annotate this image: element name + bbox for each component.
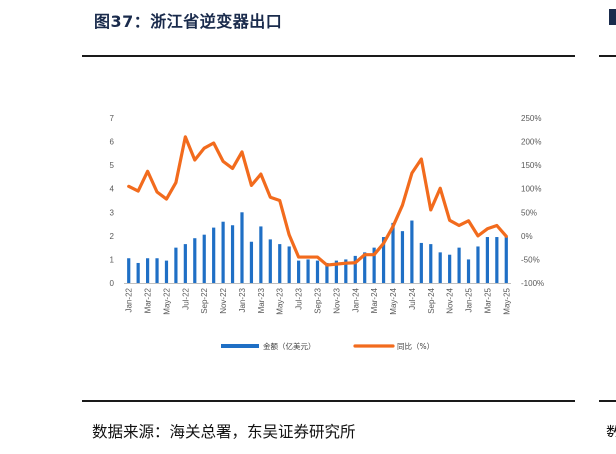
bar-Jan-25	[466, 259, 471, 283]
title-divider	[82, 55, 575, 57]
source-divider	[82, 400, 575, 402]
bar-May-25	[504, 237, 508, 283]
bar-Nov-24	[448, 254, 452, 283]
x-tick-label: Sep-22	[200, 287, 209, 313]
bar-Oct-24	[438, 252, 442, 283]
y-right-tick-label: 200%	[521, 138, 541, 147]
bar-Apr-23	[268, 239, 272, 283]
bar-Aug-22	[193, 238, 197, 283]
bar-Mar-24	[372, 247, 376, 283]
bar-May-24	[391, 222, 395, 283]
title-divider-adjacent	[599, 55, 616, 57]
bar-Dec-23	[344, 259, 348, 283]
bar-Jun-23	[287, 246, 291, 283]
figure-title: 图37：浙江省逆变器出口	[94, 12, 283, 31]
source-note: 数据来源：海关总署，东吴证券研究所	[92, 423, 356, 441]
adjacent-source-edge: 数	[606, 424, 616, 437]
y-right-tick-label: 250%	[521, 114, 541, 123]
bar-Apr-22	[155, 258, 159, 283]
bar-Jun-24	[400, 231, 405, 283]
bar-Dec-24	[457, 247, 461, 283]
y-left-tick-label: 1	[110, 255, 115, 264]
x-tick-label: Jan-23	[238, 287, 247, 312]
bar-Apr-25	[495, 237, 499, 283]
bar-Feb-25	[476, 246, 480, 283]
bar-Aug-23	[306, 259, 310, 283]
y-left-tick-label: 6	[110, 138, 115, 147]
bar-Nov-23	[334, 260, 338, 283]
x-tick-label: May-23	[276, 287, 285, 314]
bar-May-22	[164, 260, 169, 283]
x-tick-label: Jul-23	[295, 287, 304, 309]
bar-Jun-22	[174, 247, 178, 283]
bar-Jul-22	[183, 244, 187, 283]
bar-series	[127, 212, 508, 283]
x-tick-label: Mar-23	[257, 287, 266, 313]
x-tick-label: Nov-22	[219, 287, 228, 313]
bar-Jul-23	[297, 260, 301, 283]
x-tick-label: May-22	[162, 287, 171, 314]
bar-Feb-23	[249, 241, 254, 283]
y-right-tick-label: -100%	[521, 279, 544, 288]
bar-Aug-24	[419, 242, 423, 283]
legend-bar-label: 金额（亿美元）	[263, 341, 316, 351]
right-axis: -100% -50% 0% 50% 100% 150% 200% 250%	[521, 114, 544, 288]
y-left-tick-label: 2	[110, 232, 115, 241]
x-tick-label: Mar-25	[483, 287, 492, 313]
bar-Jan-22	[127, 258, 131, 283]
bar-Apr-24	[381, 237, 386, 283]
bar-Feb-24	[363, 252, 367, 283]
y-left-tick-label: 0	[110, 279, 115, 288]
legend: 金额（亿美元） 同比（%）	[221, 341, 434, 351]
bar-Mar-25	[485, 237, 489, 283]
bar-Oct-22	[212, 227, 216, 283]
legend-line-label: 同比（%）	[397, 341, 434, 351]
x-axis: Jan-22 Mar-22 May-22 Jul-22 Sep-22 Nov-22 Jan-…	[124, 283, 511, 315]
bar-Oct-23	[325, 262, 329, 283]
adjacent-figure-edge	[609, 9, 616, 25]
x-tick-label: Nov-23	[332, 287, 341, 313]
x-tick-label: Mar-24	[370, 287, 379, 313]
x-tick-label: Jul-22	[181, 287, 190, 309]
x-tick-label: Mar-22	[144, 287, 153, 313]
x-tick-label: May-24	[389, 287, 398, 314]
x-tick-label: May-25	[502, 287, 511, 314]
x-tick-label: Jul-24	[408, 287, 417, 309]
left-axis: 0 1 2 3 4 5 6 7	[110, 114, 115, 288]
bar-Sep-23	[315, 260, 320, 283]
y-right-tick-label: -50%	[521, 255, 540, 264]
y-left-tick-label: 5	[110, 161, 115, 170]
bar-Mar-22	[146, 258, 150, 283]
bar-Jul-24	[410, 220, 414, 283]
bar-Dec-22	[230, 225, 235, 283]
y-left-tick-label: 3	[110, 208, 115, 217]
y-right-tick-label: 50%	[521, 208, 537, 217]
x-tick-label: Nov-24	[446, 287, 455, 313]
source-divider-adjacent	[599, 400, 616, 402]
y-left-tick-label: 4	[110, 185, 115, 194]
legend-bar-swatch	[221, 344, 259, 348]
bar-Jan-24	[353, 255, 357, 283]
y-right-tick-label: 100%	[521, 185, 541, 194]
x-tick-label: Jan-25	[465, 287, 474, 312]
y-right-tick-label: 0%	[521, 232, 533, 241]
y-right-tick-label: 150%	[521, 161, 541, 170]
bar-Mar-23	[259, 226, 263, 283]
bar-Sep-24	[429, 244, 433, 283]
x-tick-label: Sep-24	[427, 287, 436, 313]
x-tick-label: Jan-22	[125, 287, 134, 312]
line-series	[127, 135, 508, 267]
bar-Jan-23	[240, 212, 244, 283]
bar-Feb-22	[136, 262, 140, 283]
bar-Sep-22	[202, 234, 206, 283]
x-tick-label: Jan-24	[351, 287, 360, 312]
y-left-tick-label: 7	[110, 114, 115, 123]
bar-May-23	[278, 244, 282, 283]
bar-Nov-22	[221, 221, 225, 283]
x-tick-label: Sep-23	[314, 287, 323, 313]
